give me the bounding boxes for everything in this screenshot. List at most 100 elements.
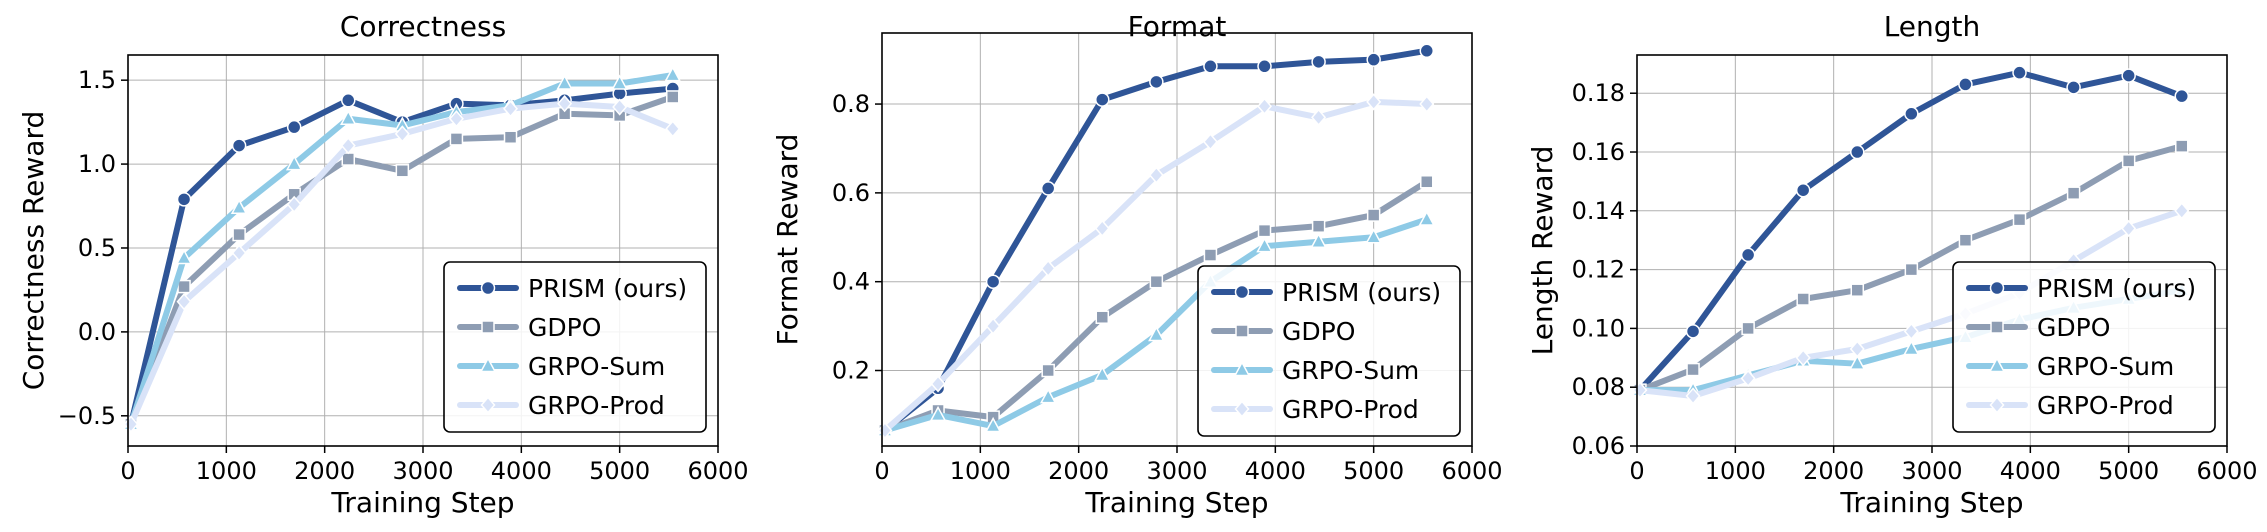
data-point	[286, 195, 302, 213]
legend-label: GDPO	[1282, 317, 1355, 346]
chart-panel-3: 0 1000 2000 3000 4000 5000 6000 0.06 0.08 0.10 0.1…	[1526, 10, 2258, 519]
y-tick-label: 0.16	[1572, 138, 1625, 166]
y-tick-label: 1.0	[78, 150, 116, 178]
data-point	[1904, 262, 1919, 277]
legend-marker	[1989, 280, 2005, 296]
data-point	[1040, 259, 1056, 278]
x-axis-label: Training Step	[1839, 486, 2023, 519]
data-point	[1686, 362, 1700, 377]
data-point	[2066, 186, 2081, 200]
data-point	[1850, 283, 1865, 297]
y-tick-label: 0.4	[832, 268, 870, 296]
data-point	[2012, 65, 2027, 80]
data-point	[232, 227, 246, 242]
data-point	[1850, 144, 1865, 160]
y-tick-label: 0.14	[1572, 197, 1625, 225]
legend-marker	[1234, 284, 1250, 300]
data-point	[1311, 219, 1326, 233]
data-point	[1149, 274, 1164, 289]
data-point	[340, 109, 357, 126]
data-point	[1903, 339, 1920, 356]
chart-panel-2: 0 1000 2000 3000 4000 5000 6000 0.2 0.4 0.6 0.8 For…	[771, 10, 1503, 519]
data-point	[1685, 324, 1701, 339]
x-tick-label: 2000	[294, 457, 355, 485]
legend-marker	[1235, 324, 1249, 338]
data-point	[1366, 208, 1381, 222]
legend-marker	[1990, 320, 2004, 334]
data-point	[341, 93, 356, 108]
legend-label: PRISM (ours)	[2037, 274, 2196, 303]
legend-item-1: PRISM (ours)	[1966, 274, 2196, 303]
legend-marker	[1233, 360, 1251, 377]
legend-marker	[480, 396, 496, 414]
x-tick-label: 2000	[1803, 457, 1864, 485]
y-tick-label: 0.0	[78, 318, 116, 346]
data-point	[1958, 77, 1973, 92]
data-point	[2174, 202, 2190, 220]
x-tick-label: 6000	[687, 457, 748, 485]
data-point	[449, 132, 464, 146]
x-tick-label: 6000	[1441, 457, 1502, 485]
data-point	[1203, 59, 1218, 74]
data-point	[1257, 97, 1273, 115]
data-point	[556, 74, 573, 90]
data-point	[1040, 181, 1056, 196]
x-tick-label: 4000	[2000, 457, 2061, 485]
data-point	[665, 120, 681, 138]
data-point	[503, 100, 519, 118]
data-point	[285, 154, 303, 171]
x-axis-label: Training Step	[330, 486, 514, 519]
data-point	[286, 119, 302, 135]
y-tick-label: 0.5	[78, 234, 116, 262]
legend-label: GRPO-Prod	[2037, 391, 2174, 420]
y-tick-label: 1.5	[78, 66, 116, 94]
data-point	[1365, 228, 1382, 244]
legend-label: GRPO-Sum	[2037, 352, 2174, 381]
legend-item-2: GDPO	[1211, 317, 1355, 346]
legend: PRISM (ours) GDPO GRPO-Sum GRPO-Prod	[443, 261, 707, 433]
y-tick-label: 0.10	[1572, 314, 1625, 342]
legend-label: GRPO-Prod	[528, 391, 665, 420]
x-tick-label: 1000	[196, 457, 257, 485]
legend-box	[1952, 261, 2216, 433]
legend-label: PRISM (ours)	[528, 274, 687, 303]
chart-panel-1: 0 1000 2000 3000 4000 5000 6000 −0.5 0.0 0.5 1.0 1.…	[17, 10, 749, 519]
data-point	[929, 405, 947, 422]
x-tick-label: 1000	[950, 457, 1011, 485]
chart-title: Length	[1884, 10, 1981, 43]
data-point	[2066, 80, 2081, 95]
legend-item-3: GRPO-Sum	[1211, 356, 1419, 385]
legend-marker	[1988, 356, 2006, 373]
data-point	[1148, 166, 1164, 184]
data-point	[2012, 212, 2027, 227]
x-tick-label: 5000	[1343, 457, 1404, 485]
data-point	[175, 248, 193, 265]
y-tick-label: 0.06	[1572, 432, 1625, 460]
data-point	[341, 152, 356, 166]
data-point	[1148, 325, 1165, 342]
data-point	[1903, 322, 1919, 340]
data-point	[1095, 310, 1110, 324]
data-point	[666, 90, 680, 104]
legend-item-1: PRISM (ours)	[457, 274, 687, 303]
data-point	[340, 136, 356, 155]
data-point	[1685, 387, 1701, 405]
x-tick-label: 3000	[1901, 457, 1962, 485]
data-point	[176, 192, 192, 207]
x-tick-label: 0	[1629, 457, 1644, 485]
data-point	[394, 125, 410, 143]
data-point	[1257, 223, 1272, 238]
x-tick-label: 5000	[589, 457, 650, 485]
data-point	[557, 95, 573, 113]
data-point	[1041, 363, 1055, 378]
legend-box	[443, 261, 707, 433]
legend-marker	[479, 356, 497, 373]
data-point	[1849, 340, 1865, 358]
legend-item-4: GRPO-Prod	[1966, 391, 2174, 420]
data-point	[1420, 175, 1434, 189]
y-axis-label: Correctness Reward	[17, 111, 50, 391]
legend-item-4: GRPO-Prod	[457, 391, 665, 420]
data-point	[1202, 133, 1218, 151]
data-point	[1796, 292, 1810, 306]
data-point	[2121, 219, 2137, 238]
